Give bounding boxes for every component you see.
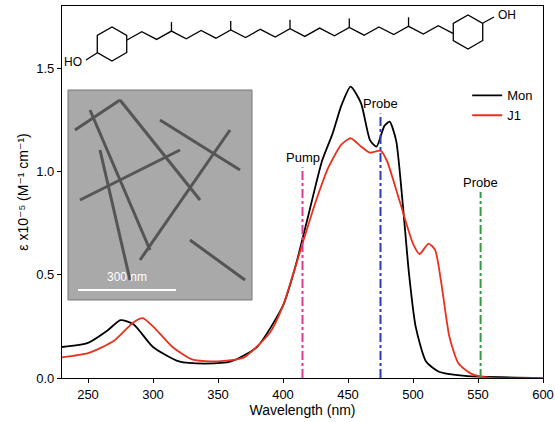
svg-text:OH: OH — [498, 8, 516, 22]
svg-text:450: 450 — [337, 387, 359, 402]
svg-text:ε x10⁻⁵ (M⁻¹ cm⁻¹): ε x10⁻⁵ (M⁻¹ cm⁻¹) — [15, 133, 31, 250]
svg-text:350: 350 — [207, 387, 229, 402]
svg-text:0.5: 0.5 — [36, 267, 54, 282]
svg-text:0.0: 0.0 — [36, 371, 54, 386]
svg-text:Probe: Probe — [463, 175, 498, 190]
svg-text:550: 550 — [467, 387, 489, 402]
svg-text:500: 500 — [402, 387, 424, 402]
svg-text:1.5: 1.5 — [36, 61, 54, 76]
svg-text:1.0: 1.0 — [36, 164, 54, 179]
svg-text:Pump: Pump — [286, 150, 320, 165]
svg-text:Probe: Probe — [363, 96, 398, 111]
svg-text:HO: HO — [64, 55, 82, 69]
svg-text:400: 400 — [272, 387, 294, 402]
svg-text:Mon: Mon — [507, 88, 532, 103]
svg-text:600: 600 — [532, 387, 554, 402]
svg-text:Wavelength (nm): Wavelength (nm) — [249, 402, 355, 418]
svg-text:300: 300 — [142, 387, 164, 402]
svg-text:250: 250 — [77, 387, 99, 402]
svg-text:300 nm: 300 nm — [107, 270, 147, 284]
svg-text:J1: J1 — [507, 108, 521, 123]
